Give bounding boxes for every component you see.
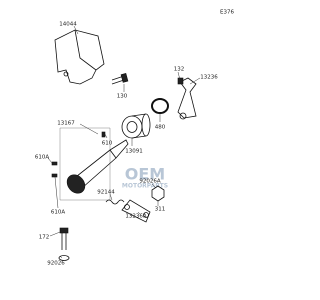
pin	[51, 161, 58, 166]
pin	[51, 173, 58, 178]
cover	[54, 29, 105, 85]
part-label: 132	[174, 67, 185, 73]
shaft	[66, 139, 129, 194]
part-label: 13236A	[125, 214, 146, 220]
part-label: 13091	[125, 149, 143, 155]
oil-seal	[151, 98, 169, 114]
part-label: 13167	[57, 121, 75, 127]
part-label: 610	[102, 141, 113, 147]
nut	[151, 185, 165, 202]
part-label: 311	[155, 207, 166, 213]
bolt	[111, 72, 129, 85]
part-label: 92026	[47, 261, 65, 267]
parts-diagram: E376 OEM MOTORPARTS	[0, 0, 243, 300]
part-label: 130	[117, 94, 128, 100]
part-label: 610A	[51, 210, 65, 216]
leader-lines	[47, 25, 201, 259]
part-label: 13236	[200, 75, 218, 81]
spring	[105, 199, 125, 205]
part-label: 92026A	[139, 179, 160, 185]
part-label: 172	[39, 235, 50, 241]
part-label: 480	[155, 125, 166, 131]
lever	[121, 199, 151, 223]
page-code: E376	[220, 10, 234, 16]
part-label: 610A	[35, 155, 49, 161]
bolt-lower	[58, 227, 70, 261]
watermark-sub: MOTORPARTS	[122, 183, 168, 190]
part-label: 14044	[59, 22, 77, 28]
arm	[177, 77, 197, 120]
pin	[101, 131, 106, 138]
watermark-brand: OEM	[125, 165, 165, 184]
part-label: 92144	[97, 190, 115, 196]
background	[0, 0, 243, 300]
